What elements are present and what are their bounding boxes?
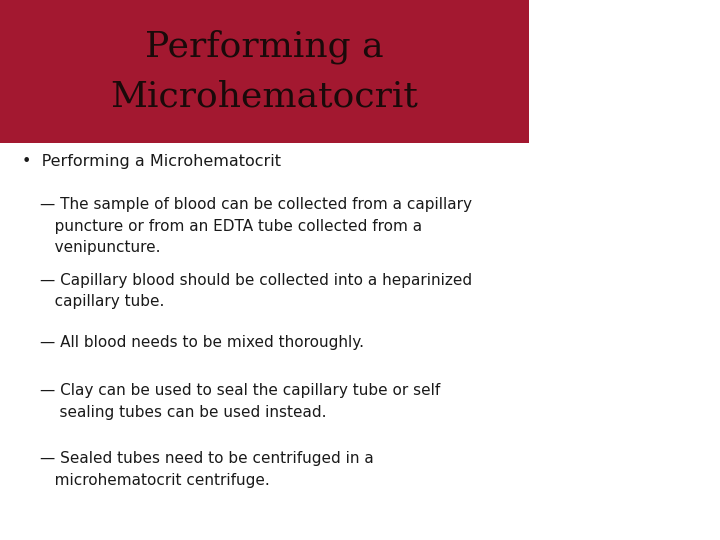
FancyBboxPatch shape [0,0,529,143]
Text: Performing a
Microhematocrit: Performing a Microhematocrit [111,29,418,114]
Text: — Capillary blood should be collected into a heparinized
   capillary tube.: — Capillary blood should be collected in… [40,273,472,309]
Text: — The sample of blood can be collected from a capillary
   puncture or from an E: — The sample of blood can be collected f… [40,197,472,255]
Text: — Sealed tubes need to be centrifuged in a
   microhematocrit centrifuge.: — Sealed tubes need to be centrifuged in… [40,451,374,488]
Text: •  Performing a Microhematocrit: • Performing a Microhematocrit [22,154,281,169]
Text: — Clay can be used to seal the capillary tube or self
    sealing tubes can be u: — Clay can be used to seal the capillary… [40,383,440,420]
Text: — All blood needs to be mixed thoroughly.: — All blood needs to be mixed thoroughly… [40,335,364,350]
